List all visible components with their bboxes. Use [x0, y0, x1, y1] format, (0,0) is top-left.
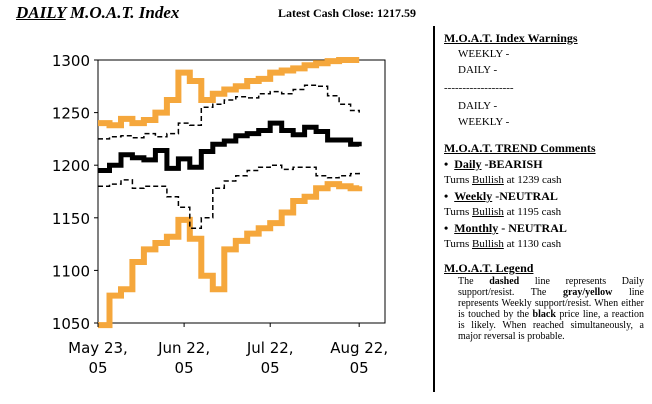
x-tick-label-year: 05	[261, 359, 280, 377]
side-panel: M.O.A.T. Index Warnings WEEKLY - DAILY -…	[444, 30, 644, 342]
turns-word: Bullish	[472, 238, 504, 250]
legend-part: line represents Daily support/resist. Th…	[458, 276, 644, 298]
chart-title: DAILY M.O.A.T. Index	[16, 3, 179, 23]
series-line-weekly-4	[98, 181, 363, 329]
turns-post: at 1195 cash	[503, 206, 562, 218]
legend-part: line represents Weekly support/resist. W…	[458, 287, 644, 320]
series-line-dashed-1	[98, 84, 360, 140]
x-tick-label: Aug 22,	[330, 339, 388, 357]
trend-monthly-turns: Turns Bullish at 1130 cash	[444, 236, 644, 252]
warnings-heading: M.O.A.T. Index Warnings	[444, 31, 578, 45]
plot-frame	[97, 59, 386, 324]
x-tick-label-year: 05	[175, 359, 194, 377]
y-tick-label: 1050	[52, 315, 90, 333]
trend-monthly: • Monthly - NEUTRAL	[444, 221, 567, 235]
x-tick-label-year: 05	[88, 359, 107, 377]
cash-close: Latest Cash Close: 1217.59	[278, 6, 416, 20]
x-tick-label-year: 05	[350, 359, 369, 377]
title-daily: DAILY	[16, 3, 66, 22]
y-tick-label: 1300	[52, 52, 90, 70]
x-tick-label: Jul 22,	[246, 339, 294, 357]
trend-weekly-name: Weekly	[454, 189, 493, 203]
title-rest: M.O.A.T. Index	[65, 3, 180, 22]
trend-heading: M.O.A.T. TREND Comments	[444, 141, 596, 155]
legend-heading: M.O.A.T. Legend	[444, 261, 534, 275]
legend-part: price line, a reaction is likely. When r…	[458, 309, 645, 342]
series-line-price-0	[98, 120, 362, 173]
weekly-warning-2: WEEKLY -	[458, 116, 510, 128]
trend-weekly-turns: Turns Bullish at 1195 cash	[444, 204, 644, 220]
turns-pre: Turns	[444, 174, 473, 186]
weekly-warning: WEEKLY -	[458, 48, 510, 60]
turns-post: at 1239 cash	[503, 174, 562, 186]
y-tick-label: 1100	[52, 262, 90, 280]
turns-pre: Turns	[444, 238, 473, 250]
trend-daily: • Daily -BEARISH	[444, 157, 543, 171]
trend-weekly: • Weekly -NEUTRAL	[444, 189, 558, 203]
y-tick-label: 1250	[52, 105, 90, 123]
trend-daily-turns: Turns Bullish at 1239 cash	[444, 172, 644, 188]
axis-layer: 1050 1100 1150 1200 1250 1300 May 23, 05 Jun 22,…	[52, 52, 388, 377]
trend-daily-name: Daily	[454, 157, 482, 171]
turns-post: at 1130 cash	[503, 238, 562, 250]
series-line-dashed-2	[98, 164, 360, 230]
turns-word: Bullish	[472, 206, 504, 218]
legend-text: The dashed line represents Daily support…	[444, 276, 644, 342]
panel-divider	[433, 26, 435, 392]
series-line-weekly-3	[98, 57, 360, 129]
x-tick-label: Jun 22,	[157, 339, 210, 357]
legend-part: The	[458, 276, 490, 287]
trend-daily-status: -BEARISH	[481, 157, 543, 171]
trend-monthly-name: Monthly	[454, 221, 499, 235]
warning-separator: -------------------	[444, 82, 514, 94]
daily-warning: DAILY -	[458, 64, 498, 76]
y-tick-label: 1200	[52, 157, 90, 175]
y-tick-label: 1150	[52, 210, 90, 228]
series-layer	[98, 57, 363, 329]
turns-pre: Turns	[444, 206, 473, 218]
x-tick-label: May 23,	[68, 339, 128, 357]
legend-dashed: dashed	[489, 276, 520, 287]
trend-weekly-status: -NEUTRAL	[492, 189, 558, 203]
turns-word: Bullish	[472, 174, 504, 186]
legend-black: black	[532, 309, 556, 320]
trend-monthly-status: - NEUTRAL	[498, 221, 567, 235]
legend-gray-yellow: gray/yellow	[562, 287, 613, 298]
daily-warning-2: DAILY -	[458, 100, 498, 112]
